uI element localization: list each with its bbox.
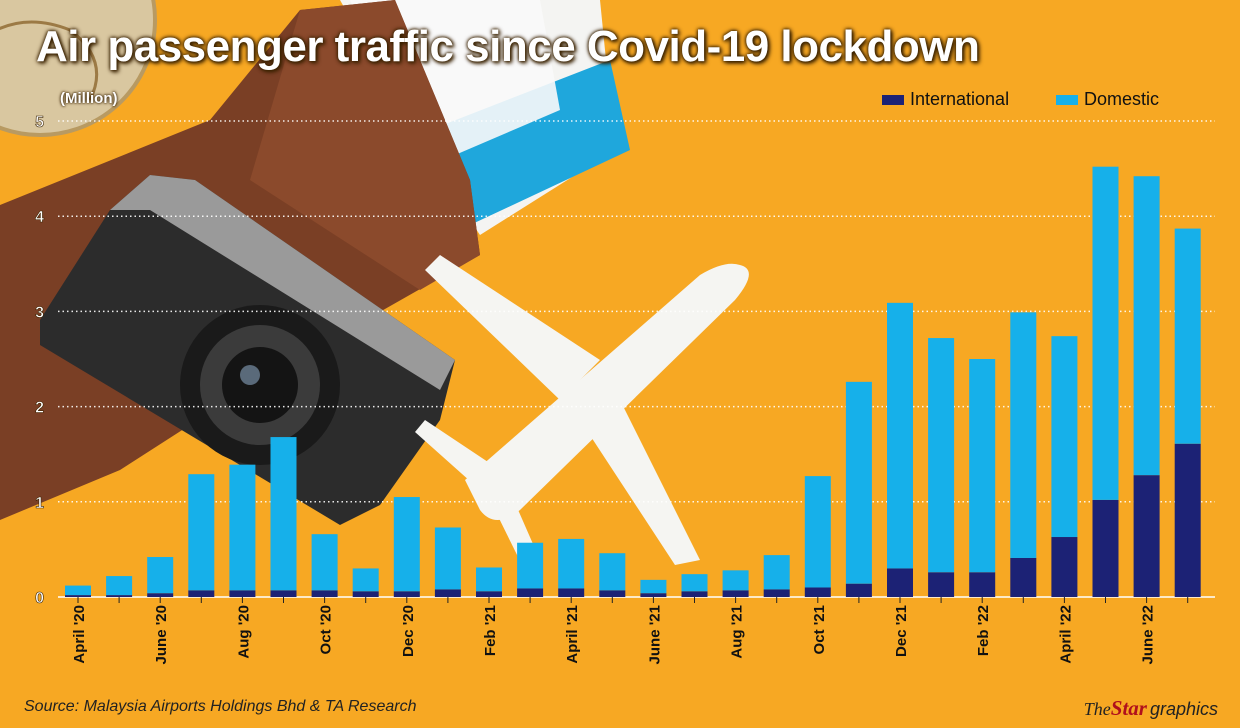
bar-international [1133, 475, 1160, 597]
bar-domestic [1092, 166, 1119, 500]
bar-international [270, 590, 297, 597]
bar-domestic [722, 570, 749, 591]
bar-domestic [969, 359, 996, 573]
x-tick-label: Dec '21 [893, 605, 910, 657]
legend-swatch-domestic [1056, 94, 1078, 105]
bar-domestic [599, 553, 626, 591]
x-tick-label: Aug '20 [235, 605, 252, 659]
bar-international [681, 591, 708, 597]
y-tick-label: 4 [35, 209, 44, 226]
x-tick-label: June '22 [1140, 605, 1157, 664]
bar-international [599, 590, 626, 597]
y-axis-unit-label: (Million) [60, 90, 118, 107]
y-tick-label: 3 [35, 304, 44, 321]
source-note: Source: Malaysia Airports Holdings Bhd &… [24, 698, 417, 715]
bar-domestic [1133, 176, 1160, 476]
y-tick-label: 0 [35, 590, 44, 607]
airplane-image [415, 255, 749, 565]
x-tick-label: Oct '20 [318, 605, 335, 654]
x-tick-label: April '21 [564, 605, 581, 664]
bar-domestic [393, 497, 420, 592]
bar-domestic [887, 302, 913, 569]
brand-logo: TheStar graphics [1084, 696, 1218, 721]
bar-domestic [763, 555, 790, 590]
camera-image [40, 175, 455, 525]
bar-international [476, 591, 502, 597]
bar-domestic [106, 576, 133, 596]
x-tick-label: April '22 [1057, 605, 1074, 664]
bar-international [106, 595, 133, 597]
bar-international [558, 588, 585, 597]
bar-domestic [188, 474, 215, 591]
bar-domestic [681, 574, 708, 592]
bar-international [434, 589, 461, 597]
bar-international [352, 591, 379, 597]
bar-domestic [311, 534, 338, 591]
bar-international [1174, 443, 1201, 597]
bar-international [722, 590, 749, 597]
x-tick-label: Oct '21 [811, 605, 828, 654]
bar-international [928, 572, 955, 597]
x-tick-label: June '20 [153, 605, 170, 664]
x-tick-label: Dec '20 [400, 605, 417, 657]
x-tick-label: Feb '21 [482, 605, 499, 656]
bar-domestic [270, 437, 297, 591]
bar-international [65, 595, 91, 597]
legend-swatch-international [882, 94, 904, 105]
chart-title: Air passenger traffic since Covid-19 loc… [36, 22, 980, 71]
bar-international [763, 589, 790, 597]
x-tick-label: April '20 [71, 605, 88, 664]
bar-domestic [352, 568, 379, 592]
bar-international [1010, 557, 1037, 597]
bar-domestic [1010, 312, 1037, 558]
x-tick-label: Feb '22 [975, 605, 992, 656]
legend-item-international: International [882, 89, 1009, 110]
y-tick-label: 1 [35, 495, 44, 512]
legend-item-domestic: Domestic [1056, 89, 1159, 110]
bar-international [1051, 537, 1078, 597]
bar-international [804, 587, 831, 597]
bar-domestic [476, 567, 502, 592]
globe-image [0, 0, 157, 137]
bar-domestic [928, 338, 955, 573]
bar-domestic [65, 585, 91, 596]
bar-international [969, 572, 996, 597]
y-tick-label: 5 [35, 114, 44, 131]
bar-international [229, 590, 256, 597]
brand-logo-part-2: Star [1110, 696, 1147, 720]
bar-domestic [558, 538, 585, 589]
bar-international [517, 588, 544, 597]
bar-domestic [640, 579, 667, 594]
y-tick-label: 2 [35, 400, 44, 417]
bar-international [311, 590, 338, 597]
legend-label-international: International [910, 89, 1010, 109]
bar-international [640, 593, 667, 597]
legend-label-domestic: Domestic [1084, 89, 1160, 109]
bar-international [845, 583, 872, 597]
bar-international [188, 590, 215, 597]
bar-domestic [845, 381, 872, 584]
bar-domestic [1174, 228, 1201, 444]
bar-domestic [804, 476, 831, 588]
bar-international [147, 593, 174, 597]
bar-international [887, 568, 913, 597]
bar-domestic [517, 542, 544, 589]
x-tick-label: June '21 [646, 605, 663, 664]
brand-logo-part-1: The [1083, 699, 1111, 719]
bar-international [1092, 499, 1119, 597]
x-tick-label: Aug '21 [729, 605, 746, 659]
bar-domestic [1051, 336, 1078, 538]
bar-domestic [229, 464, 256, 591]
bar-domestic [147, 557, 174, 594]
bar-international [393, 591, 420, 597]
brand-logo-part-3: graphics [1149, 699, 1218, 719]
bar-domestic [434, 527, 461, 590]
